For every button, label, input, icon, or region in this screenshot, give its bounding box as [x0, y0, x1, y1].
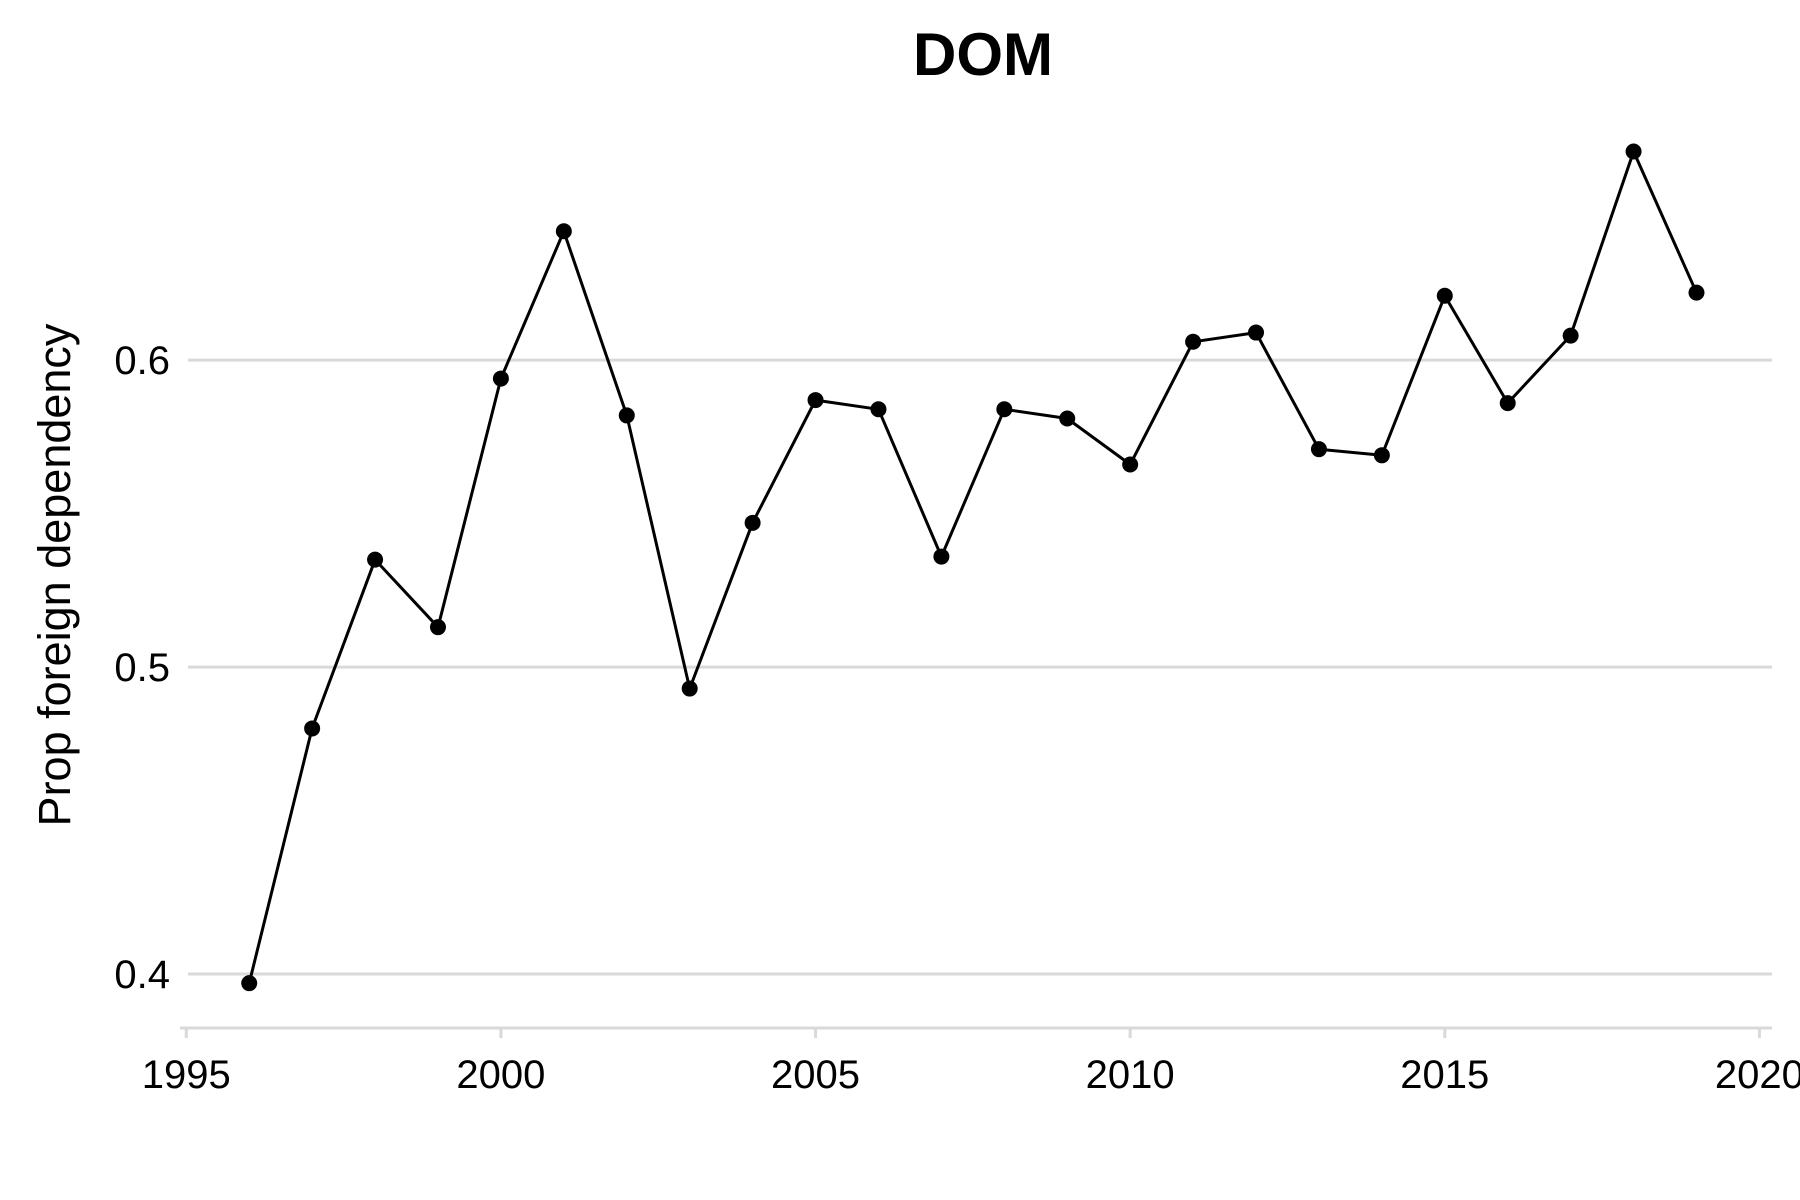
data-point [933, 548, 950, 565]
data-point [1185, 333, 1202, 350]
x-tick-label: 1995 [142, 1053, 231, 1097]
x-tick-label: 2020 [1715, 1053, 1800, 1097]
data-point [555, 223, 572, 240]
data-point [681, 680, 698, 697]
x-tick-label: 2015 [1400, 1053, 1489, 1097]
data-point [1499, 395, 1516, 412]
data-point [1562, 327, 1579, 344]
y-tick-label: 0.4 [114, 953, 170, 997]
data-point [367, 551, 384, 568]
data-point [744, 514, 761, 531]
data-point [1688, 284, 1705, 301]
data-point [241, 975, 258, 992]
gridlines [188, 358, 1772, 976]
data-point [1059, 410, 1076, 427]
x-tick-label: 2010 [1086, 1053, 1175, 1097]
data-point [1122, 456, 1139, 473]
data-point [1248, 324, 1265, 341]
data-point [870, 401, 887, 418]
data-point [304, 720, 321, 737]
data-series [241, 143, 1705, 992]
data-point [1436, 287, 1453, 304]
y-tick-label: 0.5 [114, 646, 170, 690]
series-line [247, 150, 1698, 984]
data-point [1373, 447, 1390, 464]
x-axis-ticks: 1995 2000 2005 2010 2015 2020 [142, 1028, 1800, 1097]
data-point [1625, 143, 1642, 160]
data-point [429, 619, 446, 636]
x-tick-label: 2000 [456, 1053, 545, 1097]
y-axis-ticks: 0.4 0.5 0.6 [114, 339, 170, 997]
chart-title: DOM [913, 21, 1053, 88]
data-point [996, 401, 1013, 418]
data-point [492, 370, 509, 387]
y-axis-label: Prop foreign dependency [29, 323, 80, 826]
data-point [618, 407, 635, 424]
data-point [1310, 441, 1327, 458]
y-tick-label: 0.6 [114, 339, 170, 383]
x-tick-label: 2005 [771, 1053, 860, 1097]
data-point [807, 392, 824, 409]
